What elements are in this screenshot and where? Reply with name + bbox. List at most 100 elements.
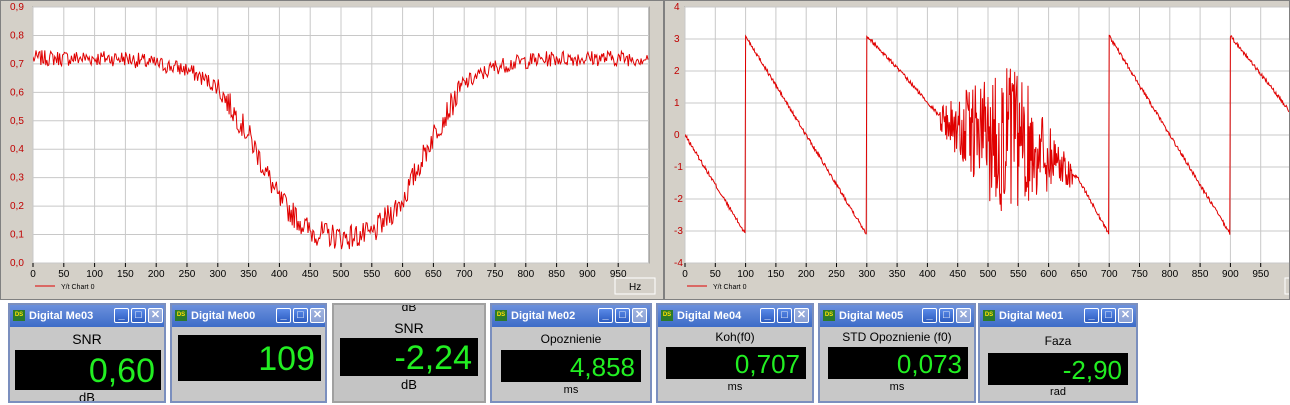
y-tick-label: 4	[674, 2, 680, 13]
y-tick-label: 0,7	[10, 59, 24, 70]
unit-box	[1284, 277, 1289, 295]
close-icon[interactable]: ✕	[794, 308, 809, 323]
maximize-icon[interactable]: □	[131, 308, 146, 323]
y-tick-label: 0,6	[10, 87, 24, 98]
meter-top-unit: dB	[401, 303, 417, 314]
y-tick-label: 2	[674, 66, 680, 77]
meter-unit: ms	[563, 384, 579, 396]
meter-snr-window[interactable]: DS Digital Me03 _ □ ✕ SNR 0,60 dB	[8, 303, 166, 403]
meter-value-display: -2,24	[340, 338, 478, 376]
x-tick-label: 0	[30, 269, 36, 280]
x-tick-label: 300	[858, 269, 875, 280]
meter-window-title: Digital Me00	[191, 310, 256, 322]
x-tick-label: 900	[579, 269, 596, 280]
meter-unit: ms	[727, 381, 743, 393]
maximize-icon[interactable]: □	[615, 308, 630, 323]
x-tick-label: 50	[710, 269, 722, 280]
x-tick-label: 950	[1252, 269, 1269, 280]
minimize-icon[interactable]: _	[1084, 308, 1099, 323]
meter-value-display: 4,858	[501, 350, 641, 382]
close-icon[interactable]: ✕	[310, 308, 325, 323]
maximize-icon[interactable]: □	[939, 308, 954, 323]
x-tick-label: 950	[610, 269, 627, 280]
y-tick-label: 3	[674, 34, 680, 45]
meter-label: SNR	[72, 331, 102, 347]
meter-titlebar[interactable]: DS Digital Me01 _ □ ✕	[980, 305, 1136, 327]
x-tick-label: 750	[1131, 269, 1148, 280]
x-tick-label: 250	[179, 269, 196, 280]
maximize-icon[interactable]: □	[293, 308, 308, 323]
x-tick-label: 400	[271, 269, 288, 280]
x-tick-label: 0	[682, 269, 688, 280]
meter-koh-window[interactable]: DS Digital Me04 _ □ ✕ Koh(f0) 0,707 ms	[656, 303, 814, 403]
meter-label: SNR	[394, 320, 424, 336]
chart-left: 0,9 0,8 0,7 0,6 0,5 0,4 0,3 0,2 0,1 0,0 0 50 100 150 2…	[10, 2, 656, 295]
close-icon[interactable]: ✕	[632, 308, 647, 323]
meter-opoznienie-window[interactable]: DS Digital Me02 _ □ ✕ Opoznienie 4,858 m…	[490, 303, 652, 403]
unit-box	[614, 277, 656, 295]
minimize-icon[interactable]: _	[760, 308, 775, 323]
x-tick-label: 650	[1071, 269, 1088, 280]
x-tick-label: 100	[86, 269, 103, 280]
series-line	[685, 34, 1289, 235]
y-tick-label: 0,4	[10, 144, 24, 155]
meter-label: Koh(f0)	[715, 330, 755, 344]
x-tick-label: 750	[487, 269, 504, 280]
x-tick-label: 800	[1161, 269, 1178, 280]
meter-std-opoznienie-window[interactable]: DS Digital Me05 _ □ ✕ STD Opoznienie (f0…	[818, 303, 976, 403]
meter-label: Opoznienie	[540, 332, 602, 346]
x-tick-label: 500	[333, 269, 350, 280]
close-icon[interactable]: ✕	[956, 308, 971, 323]
x-tick-label: 200	[148, 269, 165, 280]
chart-left-panel: 0,9 0,8 0,7 0,6 0,5 0,4 0,3 0,2 0,1 0,0 0 50 100 150 2…	[0, 0, 664, 300]
meter-unit: dB	[79, 390, 95, 403]
x-tick-label: 600	[1040, 269, 1057, 280]
meter-titlebar[interactable]: DS Digital Me02 _ □ ✕	[492, 305, 650, 327]
minimize-icon[interactable]: _	[114, 308, 129, 323]
x-tick-label: 850	[548, 269, 565, 280]
minimize-icon[interactable]: _	[276, 308, 291, 323]
meter-snr-db-window[interactable]: dB SNR -2,24 dB	[332, 303, 486, 403]
meter-unit: rad	[1050, 386, 1066, 398]
maximize-icon[interactable]: □	[777, 308, 792, 323]
legend-label: Y/t Chart 0	[61, 284, 95, 291]
ds-app-icon: DS	[175, 310, 187, 321]
x-tick-label: 150	[768, 269, 785, 280]
close-icon[interactable]: ✕	[148, 308, 163, 323]
minimize-icon[interactable]: _	[598, 308, 613, 323]
x-tick-label: 150	[117, 269, 134, 280]
legend-label: Y/t Chart 0	[713, 284, 747, 291]
meter-titlebar[interactable]: DS Digital Me00 _ □ ✕	[172, 305, 325, 327]
y-tick-label: 0,2	[10, 201, 24, 212]
minimize-icon[interactable]: _	[922, 308, 937, 323]
x-tick-label: 100	[737, 269, 754, 280]
meter-titlebar[interactable]: DS Digital Me05 _ □ ✕	[820, 305, 974, 327]
meter-window-title: Digital Me03	[29, 310, 94, 322]
meter-value-display: 109	[178, 335, 321, 381]
meter-label: Faza	[1044, 334, 1072, 348]
x-tick-label: 800	[517, 269, 534, 280]
maximize-icon[interactable]: □	[1101, 308, 1116, 323]
meter-titlebar[interactable]: DS Digital Me04 _ □ ✕	[658, 305, 812, 327]
x-tick-label: 850	[1192, 269, 1209, 280]
meter-window-title: Digital Me04	[677, 310, 742, 322]
x-tick-label: 550	[1010, 269, 1027, 280]
y-tick-label: 0,1	[10, 230, 24, 241]
y-tick-label: -4	[674, 258, 683, 269]
meter-titlebar[interactable]: DS Digital Me03 _ □ ✕	[10, 305, 164, 327]
y-tick-label: 0,9	[10, 2, 24, 13]
x-tick-label: 550	[363, 269, 380, 280]
meter-faza-window[interactable]: DS Digital Me01 _ □ ✕ Faza -2,90 rad	[978, 303, 1138, 403]
meter-window-title: Digital Me05	[839, 310, 904, 322]
y-tick-label: 0,3	[10, 173, 24, 184]
meter-value-display: 0,707	[666, 347, 806, 379]
y-tick-label: 1	[674, 98, 680, 109]
x-tick-label: 250	[828, 269, 845, 280]
y-tick-label: 0,8	[10, 30, 24, 41]
meter-unit: dB	[401, 377, 417, 392]
close-icon[interactable]: ✕	[1118, 308, 1133, 323]
x-tick-label: 500	[980, 269, 997, 280]
x-tick-label: 700	[1101, 269, 1118, 280]
meter-me00-window[interactable]: DS Digital Me00 _ □ ✕ 109	[170, 303, 327, 403]
